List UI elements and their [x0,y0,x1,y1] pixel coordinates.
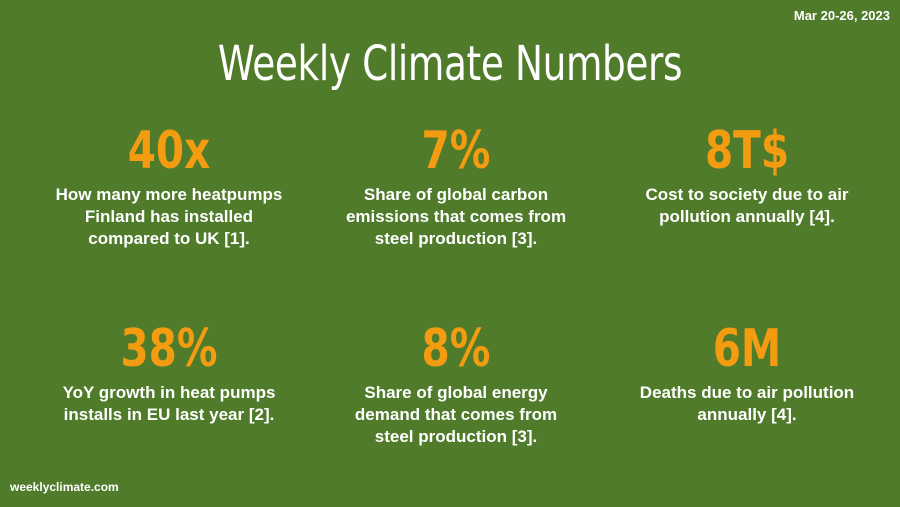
stat-value: 6M [712,319,782,379]
stat-description: YoY growth in heat pumps installs in EU … [62,383,276,424]
stat-value: 7% [421,121,491,181]
stat-value: 40x [127,121,211,181]
stat-description: Cost to society due to air pollution ann… [645,185,849,226]
date-range: Mar 20-26, 2023 [793,8,890,23]
stat-description: Share of global energy demand that comes… [354,383,558,446]
stat-steel-energy: 8% Share of global energy demand that co… [306,316,606,448]
stat-description: Deaths due to air pollution annually [4]… [639,383,855,424]
footer-site: weeklyclimate.com [10,480,119,494]
stat-steel-emissions: 7% Share of global carbon emissions that… [306,118,606,250]
stat-heatpumps-finland: 40x How many more heatpumps Finland has … [19,118,319,250]
stat-description: Share of global carbon emissions that co… [345,185,567,248]
stat-heatpump-growth: 38% YoY growth in heat pumps installs in… [19,316,319,426]
stats-grid: 40x How many more heatpumps Finland has … [0,118,900,478]
stat-value: 8T$ [704,121,790,181]
stat-description: How many more heatpumps Finland has inst… [55,185,283,248]
stat-value: 8% [421,319,491,379]
page-title: Weekly Climate Numbers [217,36,683,92]
stat-value: 38% [120,319,218,379]
stat-air-pollution-cost: 8T$ Cost to society due to air pollution… [597,118,897,228]
stat-air-pollution-deaths: 6M Deaths due to air pollution annually … [597,316,897,426]
